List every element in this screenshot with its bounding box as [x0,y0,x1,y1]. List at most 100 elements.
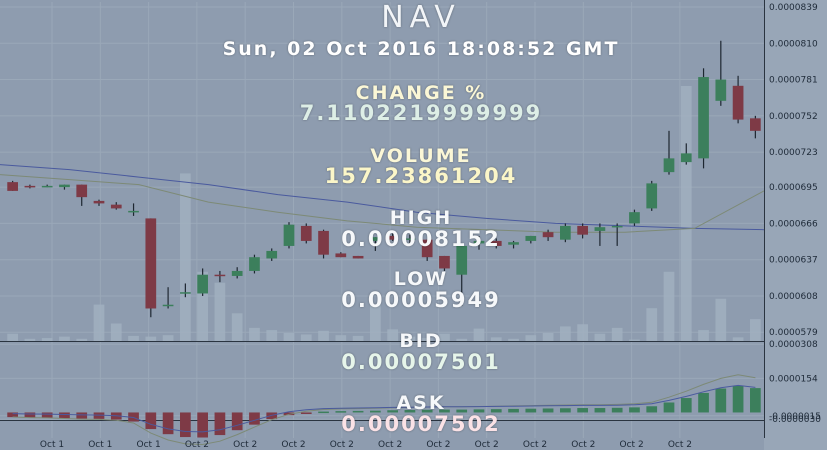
volume-bar [266,330,278,341]
volume-bar [335,335,347,341]
histogram-bar [680,398,692,413]
candle-body [266,250,278,259]
histogram-bar [76,412,88,419]
candle-body [300,225,312,241]
volume-bar [611,327,623,341]
volume-bar [162,335,174,341]
volume-bar [490,337,502,341]
volume-bar [76,338,88,341]
candle-body [750,118,761,131]
candle-body [560,225,571,240]
x-tick-label: Oct 2 [233,440,257,450]
histogram-bar [732,385,744,413]
histogram-bar [594,408,606,413]
price-tick-label: 0.0000637 [769,256,818,266]
moving-average-line [0,164,765,231]
volume-bar [715,298,727,341]
candle-body [335,253,347,258]
x-tick-label: Oct 2 [571,440,595,450]
volume-bar [110,323,122,341]
x-tick-label: Oct 2 [523,440,547,450]
histogram-bar [525,408,537,413]
volume-bar [231,313,243,341]
candle-body [508,242,519,245]
candle-body [41,185,53,188]
candle-body [646,183,658,209]
volume-bar [404,336,416,341]
oscillator-tick-label: 0.0000308 [769,340,818,350]
price-tick-label: 0.0000695 [769,183,818,193]
volume-bar [93,304,105,341]
price-tick-label: 0.0000752 [769,112,818,122]
price-tick-label: 0.0000781 [769,76,818,86]
volume-bar [318,330,329,341]
price-axis-panel [764,0,827,450]
candle-body [525,235,537,241]
candle-body [698,77,709,159]
price-tick-label: 0.0000810 [769,39,818,49]
histogram-bar [473,409,485,413]
x-tick-label: Oct 2 [330,440,354,450]
histogram-bar [611,407,623,413]
histogram-bar [560,408,571,413]
candle-body [611,225,623,228]
volume-bar [732,337,744,341]
oscillator-macd-line [12,384,756,433]
volume-bar [663,271,675,341]
moving-average-line [0,174,765,233]
x-tick-label: Oct 1 [137,440,161,450]
histogram-bar [41,412,53,418]
candle-body [594,227,606,231]
x-tick-label: Oct 2 [281,440,305,450]
x-tick-label: Oct 2 [668,440,692,450]
histogram-bar [370,410,381,413]
candle-body [231,270,243,276]
histogram-bar [508,408,519,413]
histogram-bar [197,412,208,438]
candle-body [439,255,450,269]
volume-bar [283,332,295,341]
candle-body [76,184,88,198]
candle-body [715,79,727,101]
price-tick-label: 0.0000666 [769,219,818,229]
candle-body [629,212,640,224]
candle-body [59,184,70,188]
candle-body [128,210,139,213]
candle-body [352,255,364,259]
histogram-bar [59,412,70,419]
oscillator-tick-label: -0.0000015 [769,412,821,422]
candle-body [145,218,157,309]
volume-bar [698,330,709,341]
x-tick-label: Oct 2 [620,440,644,450]
candle-body [490,240,502,246]
volume-bar [629,339,640,341]
candle-body [421,239,433,258]
volume-bar [456,338,468,341]
volume-bar [387,329,398,341]
candle-body [577,225,588,235]
volume-bar [560,326,571,341]
x-tick-label: Oct 2 [185,440,209,450]
price-tick-label: 0.0000723 [769,148,818,158]
candle-body [404,238,416,240]
volume-bar [41,338,53,341]
oscillator-tick-label: 0.0000154 [769,374,818,384]
x-tick-label: Oct 2 [426,440,450,450]
candle-body [24,185,36,188]
histogram-bar [352,410,364,413]
histogram-bar [542,408,554,413]
candle-body [7,182,18,191]
volume-bar [145,336,157,341]
histogram-bar [180,412,191,438]
volume-bar [594,333,606,341]
histogram-bar [214,412,226,436]
histogram-bar [715,388,727,413]
x-tick-label: Oct 2 [475,440,499,450]
histogram-bar [93,412,105,419]
candle-body [732,85,744,120]
histogram-bar [404,410,416,413]
volume-bar [525,335,537,341]
candle-body [370,237,381,241]
volume-bar [249,327,260,341]
